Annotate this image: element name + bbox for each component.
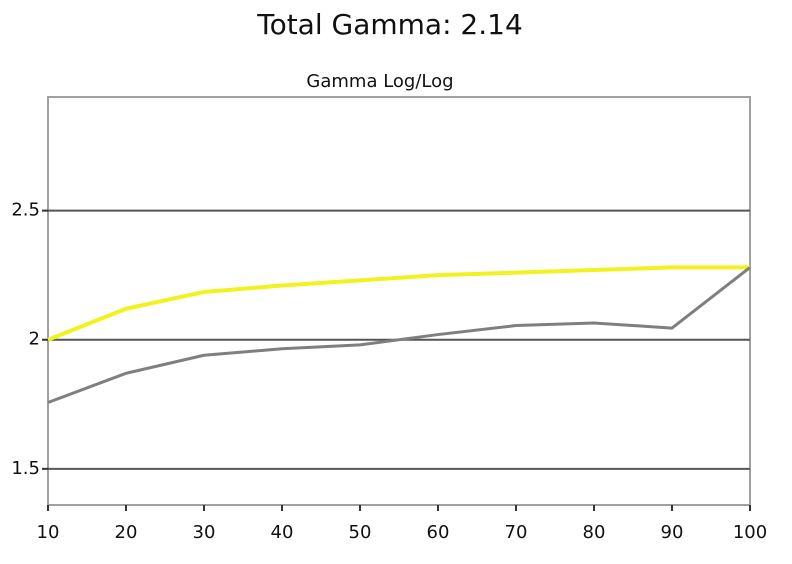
chart-subtitle: Gamma Log/Log (306, 71, 453, 92)
y-tick-label: 1.5 (11, 458, 40, 479)
x-tick-label: 50 (349, 522, 372, 543)
series-line (47, 265, 750, 342)
plot-frame (47, 96, 751, 506)
x-tick-label: 10 (37, 522, 60, 543)
y-tick-label: 2.5 (11, 200, 40, 221)
x-tick-label: 70 (505, 522, 528, 543)
x-tick-label: 100 (733, 522, 767, 543)
chart-title: Total Gamma: 2.14 (256, 8, 523, 41)
x-tick-label: 90 (661, 522, 684, 543)
x-tick-label: 40 (271, 522, 294, 543)
x-tick-label: 20 (115, 522, 138, 543)
series-line (47, 266, 751, 404)
y-tick-label: 2 (29, 329, 40, 350)
x-tick-label: 60 (427, 522, 450, 543)
x-tick-label: 80 (583, 522, 606, 543)
x-tick-label: 30 (193, 522, 216, 543)
